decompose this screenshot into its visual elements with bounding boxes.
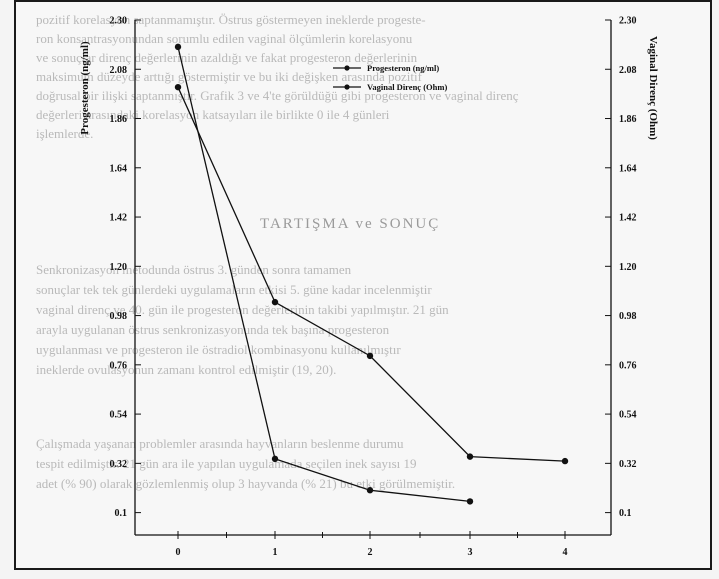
legend-marker-vaginal-direnc: [344, 84, 350, 90]
data-point: [366, 487, 374, 494]
y-tick-label-right: 1.42: [619, 213, 637, 224]
y-axis-title-right: Vaginal Direnç (Ohm): [647, 36, 659, 140]
chart-legend: Progesteron (ng/ml) Vaginal Direnç (Ohm): [333, 63, 447, 92]
y-tick-label-right: 0.98: [619, 311, 637, 322]
series-line-progesteron: [177, 46, 471, 503]
x-tick-label: 2: [368, 547, 373, 558]
bg-text-line: vaginal direnç ve 40. gün ile progestero…: [36, 302, 449, 317]
y-tick-label-right: 2.08: [619, 65, 637, 76]
legend-marker-progesteron: [344, 65, 350, 71]
y-tick-label-right: 0.32: [619, 459, 637, 470]
bg-text-line: maksimum düzeyde arttığı göstermiştir ve…: [36, 69, 423, 84]
figure-frame: [14, 0, 712, 570]
data-point: [271, 298, 279, 306]
bg-text-line: değerleri arasındaki korelasyon katsayıl…: [36, 107, 390, 122]
y-tick-label-left: 0.54: [110, 410, 128, 421]
y-tick-label-left: 2.08: [110, 65, 128, 76]
x-tick-label: 4: [563, 547, 568, 558]
bg-text-line: ve sonuçlar direnç değerlerinin azaldığı…: [36, 50, 418, 65]
bg-text-line: Çalışmada yaşanan problemler arasında ha…: [36, 436, 404, 451]
y-tick-label-left: 1.64: [110, 163, 128, 174]
legend-label-progesteron: Progesteron (ng/ml): [367, 63, 439, 73]
y-tick-label-right: 1.86: [619, 114, 637, 125]
legend-label-vaginal-direnc: Vaginal Direnç (Ohm): [367, 82, 447, 92]
data-point: [271, 455, 279, 463]
data-point: [174, 83, 182, 91]
y-tick-label-right: 0.1: [619, 508, 632, 519]
data-point: [466, 453, 474, 460]
y-tick-label-left: 0.32: [110, 459, 128, 470]
chart-axes: 0.1 0.1 0.32 0.32 0.54 0.54 0.76 0.76 0.98 0.98 1.…: [110, 16, 637, 559]
y-tick-label-left: 1.20: [110, 262, 128, 273]
data-point: [561, 457, 569, 465]
background-text: pozitif korelasyon saptanmamıştır. Östru…: [36, 12, 519, 491]
y-tick-label-right: 0.76: [619, 360, 637, 371]
y-tick-label-right: 2.30: [619, 16, 637, 27]
chart-series: [174, 43, 569, 505]
y-tick-label-left: 2.30: [110, 16, 128, 27]
y-tick-label-right: 1.20: [619, 262, 637, 273]
y-tick-label-right: 1.64: [619, 163, 637, 174]
data-point: [174, 43, 182, 51]
bg-text-line: işlemlerde.: [36, 126, 93, 141]
data-point: [466, 498, 474, 505]
data-point: [366, 352, 374, 360]
y-tick-label-left: 1.86: [110, 114, 128, 125]
bg-text-line: pozitif korelasyon saptanmamıştır. Östru…: [36, 12, 426, 27]
axis-titles: Progesteron (ng/ml) Vaginal Direnç (Ohm): [79, 36, 659, 140]
y-tick-label-left: 0.1: [115, 508, 128, 519]
x-tick-label: 0: [176, 547, 181, 558]
y-tick-label-left: 0.98: [110, 311, 128, 322]
bg-text-line: uygulanması ve progesteron ile östradiol…: [36, 342, 401, 357]
y-tick-label-right: 0.54: [619, 410, 637, 421]
bg-text-line: Senkronizasyon metodunda östrus 3. günde…: [36, 262, 352, 277]
x-tick-label: 1: [273, 547, 278, 558]
bg-text-line: ineklerde ovulasyonun zamanı kontrol edi…: [36, 362, 336, 377]
bg-text-line: arayla uygulanan östrus senkronizasyonun…: [36, 322, 390, 337]
y-tick-label-left: 1.42: [110, 213, 128, 224]
bg-text-line: doğrusal bir ilişki saptanmıştır. Grafik…: [36, 88, 519, 103]
bg-heading: TARTIŞMA ve SONUÇ: [260, 216, 440, 232]
y-axis-title-left: Progesteron (ng/ml): [79, 41, 91, 135]
y-tick-label-left: 0.76: [110, 360, 128, 371]
bg-text-line: tespit edilmiştir. 21 gün ara ile yapıla…: [36, 456, 417, 471]
bg-text-line: ron konsantrasyonundan sorumlu edilen va…: [36, 31, 413, 46]
x-tick-label: 3: [468, 547, 473, 558]
bg-text-line: adet (% 90) olarak gözlemlenmiş olup 3 h…: [36, 476, 455, 491]
